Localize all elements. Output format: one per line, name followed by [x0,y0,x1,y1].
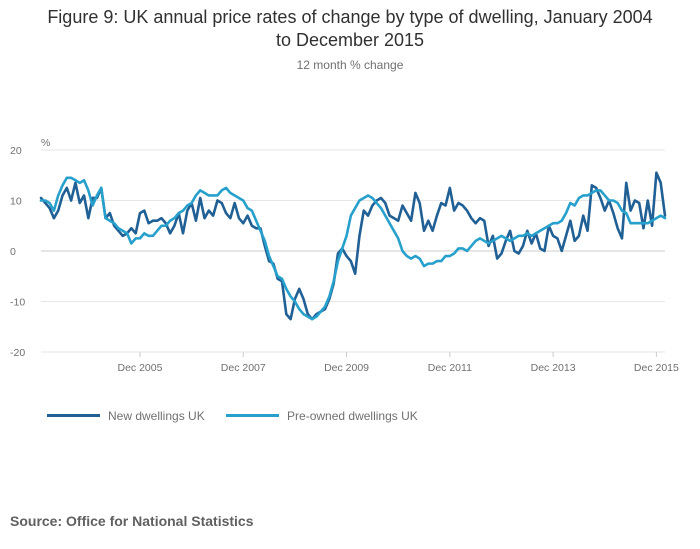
chart-subtitle: 12 month % change [296,58,404,72]
y-axis-label: % [41,137,50,149]
y-tick-label--10: -10 [10,297,25,309]
source-note: Source: Office for National Statistics [10,513,254,529]
legend-label-new-dwellings: New dwellings UK [108,408,205,423]
legend-label-pre-owned-dwellings: Pre-owned dwellings UK [287,408,418,423]
chart-title-line-2: to December 2015 [275,30,425,50]
legend-swatch-pre-owned-dwellings [226,414,280,417]
x-tick-label-47: Dec 2007 [221,362,266,374]
x-tick-label-71: Dec 2009 [324,362,369,374]
series-line-pre-owned-dwellings-uk [39,176,667,321]
legend-item-new-dwellings[interactable]: New dwellings UK [47,409,205,423]
x-tick-label-143: Dec 2015 [634,362,679,374]
x-tick-label-95: Dec 2011 [428,362,472,374]
x-tick-label-119: Dec 2013 [531,362,576,374]
chart-title-line-1: Figure 9: UK annual price rates of chang… [47,7,653,27]
line-chart: 20 10 0 -10 -20% Dec 2005 Dec 2007 Dec 2009 Dec … [10,137,679,374]
x-tick-label-23: Dec 2005 [118,362,163,374]
legend-swatch-new-dwellings [47,414,100,417]
y-tick-label-10: 10 [10,196,22,208]
y-tick-label-20: 20 [10,145,22,157]
y-tick-label-0: 0 [10,246,16,258]
y-tick-label--20: -20 [10,347,25,359]
chart-legend: New dwellings UK Pre-owned dwellings UK [47,406,436,423]
legend-item-pre-owned-dwellings[interactable]: Pre-owned dwellings UK [226,409,418,423]
series-line-new-dwellings-uk [39,171,667,321]
chart-title: Figure 9: UK annual price rates of chang… [0,6,700,52]
